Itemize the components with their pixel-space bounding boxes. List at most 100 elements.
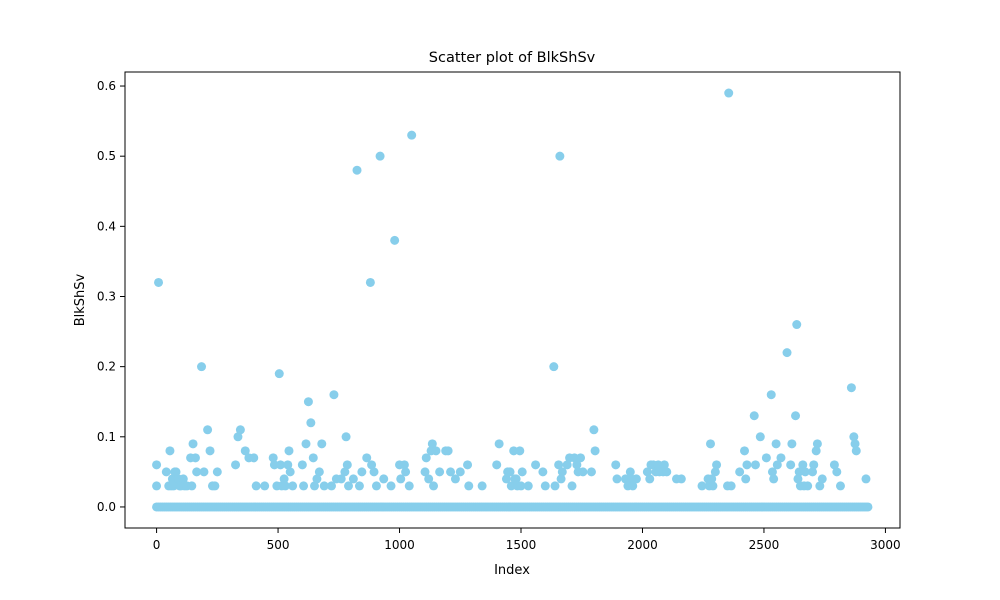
scatter-point xyxy=(303,397,313,407)
scatter-point xyxy=(477,481,487,491)
scatter-point xyxy=(755,432,765,442)
scatter-point xyxy=(280,481,290,491)
scatter-point xyxy=(851,446,861,456)
scatter-point xyxy=(501,474,511,484)
scatter-point xyxy=(549,362,559,372)
plot-points xyxy=(152,88,873,512)
scatter-point xyxy=(846,383,856,393)
scatter-point xyxy=(429,481,439,491)
scatter-point xyxy=(572,460,582,470)
scatter-point xyxy=(586,467,596,477)
scatter-point xyxy=(308,453,318,463)
scatter-point xyxy=(152,460,162,470)
scatter-point xyxy=(187,481,197,491)
scatter-point xyxy=(849,432,859,442)
scatter-point xyxy=(710,467,720,477)
scatter-point xyxy=(431,446,441,456)
scatter-point xyxy=(390,235,400,245)
scatter-point xyxy=(329,390,339,400)
y-axis-label: BlkShSv xyxy=(73,273,88,326)
scatter-point xyxy=(240,446,250,456)
scatter-point xyxy=(576,453,586,463)
scatter-point xyxy=(455,467,465,477)
scatter-point xyxy=(792,320,802,330)
y-tick-label: 0.0 xyxy=(97,500,116,514)
scatter-point xyxy=(379,474,389,484)
scatter-point xyxy=(404,481,414,491)
y-tick-label: 0.4 xyxy=(97,219,116,233)
scatter-point xyxy=(375,151,385,161)
scatter-point xyxy=(233,432,243,442)
scatter-point xyxy=(787,439,797,449)
scatter-point xyxy=(284,446,294,456)
scatter-point xyxy=(712,460,722,470)
scatter-point xyxy=(492,460,502,470)
scatter-point xyxy=(766,390,776,400)
scatter-point xyxy=(249,453,259,463)
scatter-point xyxy=(523,481,533,491)
scatter-point xyxy=(772,460,782,470)
scatter-point xyxy=(342,460,352,470)
scatter-point xyxy=(562,460,572,470)
scatter-point xyxy=(800,467,810,477)
scatter-point xyxy=(314,467,324,477)
scatter-point xyxy=(741,474,751,484)
scatter-point xyxy=(786,460,796,470)
x-tick-label: 2000 xyxy=(627,538,658,552)
chart-title: Scatter plot of BlkShSv xyxy=(429,50,596,66)
scatter-point xyxy=(761,453,771,463)
scatter-point xyxy=(212,467,222,477)
scatter-point xyxy=(365,277,375,287)
scatter-point xyxy=(707,474,717,484)
scatter-point xyxy=(297,460,307,470)
scatter-point xyxy=(283,460,293,470)
y-tick-label: 0.3 xyxy=(97,289,116,303)
y-tick-label: 0.2 xyxy=(97,360,116,374)
scatter-point xyxy=(371,481,381,491)
scatter-point xyxy=(645,474,655,484)
scatter-point xyxy=(401,467,411,477)
scatter-point xyxy=(190,453,200,463)
scatter-point xyxy=(171,467,181,477)
scatter-point xyxy=(301,439,311,449)
scatter-point xyxy=(767,467,777,477)
scatter-point xyxy=(274,369,284,379)
scatter-point xyxy=(578,467,588,477)
scatter-point xyxy=(260,481,270,491)
x-tick-label: 1000 xyxy=(384,538,415,552)
scatter-point xyxy=(399,460,409,470)
scatter-point xyxy=(808,467,818,477)
scatter-point xyxy=(317,439,327,449)
scatter-point xyxy=(279,474,289,484)
scatter-point xyxy=(676,474,686,484)
scatter-point xyxy=(306,418,316,428)
scatter-point xyxy=(424,474,434,484)
scatter-point xyxy=(494,439,504,449)
scatter-point xyxy=(310,481,319,491)
scatter-point xyxy=(299,481,309,491)
scatter-point xyxy=(540,481,550,491)
scatter-point xyxy=(464,481,474,491)
scatter-point xyxy=(793,474,803,484)
scatter-point xyxy=(199,467,209,477)
scatter-point xyxy=(742,460,752,470)
scatter-point xyxy=(165,446,175,456)
scatter-point xyxy=(776,453,786,463)
scatter-point xyxy=(421,453,431,463)
scatter-point xyxy=(396,474,406,484)
scatter-point xyxy=(268,453,278,463)
scatter-point xyxy=(210,481,220,491)
scatter-point xyxy=(285,467,295,477)
scatter-point xyxy=(205,446,215,456)
scatter-point xyxy=(835,481,845,491)
scatter-point xyxy=(446,467,456,477)
scatter-point xyxy=(556,474,566,484)
scatter-point xyxy=(726,481,736,491)
scatter-point xyxy=(662,467,672,477)
scatter-point xyxy=(154,277,164,287)
scatter-point xyxy=(557,467,567,477)
scatter-point xyxy=(850,439,860,449)
scatter-point xyxy=(740,446,750,456)
scatter-point xyxy=(352,165,362,175)
